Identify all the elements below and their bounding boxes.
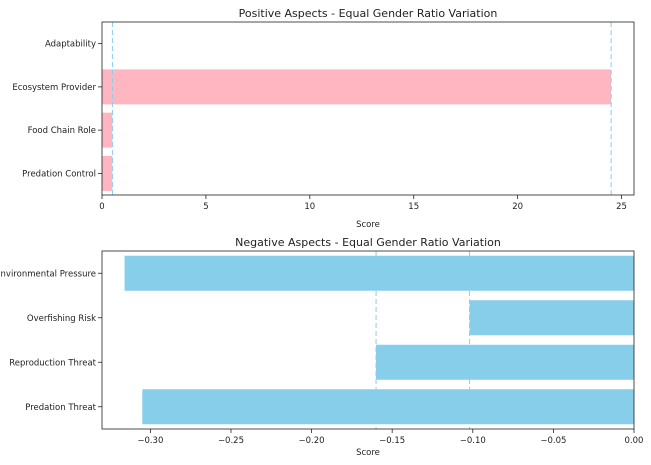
chart-title: Positive Aspects - Equal Gender Ratio Va… bbox=[239, 7, 498, 20]
x-tick-label: 25 bbox=[616, 202, 627, 212]
x-tick-label: −0.15 bbox=[379, 436, 405, 446]
bar bbox=[469, 300, 634, 336]
x-tick-label: −0.05 bbox=[540, 436, 566, 446]
x-tick-label: 5 bbox=[203, 202, 208, 212]
bar bbox=[102, 69, 612, 105]
x-tick-label: 15 bbox=[408, 202, 419, 212]
y-tick-label: Adaptability bbox=[45, 40, 96, 50]
x-axis: −0.30 −0.25 −0.20 −0.15 −0.10 −0.05 0.00 bbox=[137, 429, 643, 446]
plot-frame bbox=[101, 21, 635, 196]
plot-frame bbox=[101, 250, 635, 430]
x-tick-label: −0.25 bbox=[218, 436, 244, 446]
y-tick-label: Ecosystem Provider bbox=[12, 83, 96, 93]
chart-title: Negative Aspects - Equal Gender Ratio Va… bbox=[235, 236, 501, 249]
x-tick-label: −0.30 bbox=[137, 436, 163, 446]
y-tick-label: Environmental Pressure bbox=[0, 269, 96, 279]
y-tick-label: Overfishing Risk bbox=[27, 314, 96, 324]
x-tick-label: 20 bbox=[512, 202, 523, 212]
x-tick-label: −0.20 bbox=[299, 436, 325, 446]
x-axis-label: Score bbox=[356, 448, 380, 458]
x-tick-label: 0 bbox=[99, 202, 104, 212]
x-tick-label: 0.00 bbox=[625, 436, 644, 446]
bar bbox=[376, 344, 634, 380]
reference-lines bbox=[375, 251, 471, 429]
x-tick-label: −0.10 bbox=[460, 436, 486, 446]
y-tick-label: Predation Threat bbox=[25, 403, 96, 413]
bar bbox=[124, 255, 634, 291]
bar bbox=[142, 389, 634, 425]
x-axis-label: Score bbox=[356, 220, 380, 230]
y-axis: Predation Control Food Chain Role Ecosyste… bbox=[12, 40, 102, 179]
y-tick-label: Food Chain Role bbox=[28, 126, 96, 136]
x-tick-label: 10 bbox=[304, 202, 315, 212]
reference-lines bbox=[111, 22, 612, 195]
bar bbox=[102, 155, 113, 191]
x-axis: 0 5 10 15 20 25 bbox=[99, 195, 627, 212]
bars bbox=[102, 69, 612, 191]
y-axis: Predation Threat Reproduction Threat Overf… bbox=[0, 269, 102, 413]
bars bbox=[124, 255, 634, 425]
y-tick-label: Predation Control bbox=[22, 169, 96, 179]
y-tick-label: Reproduction Threat bbox=[9, 358, 96, 368]
bar bbox=[102, 112, 113, 148]
positive-aspects-chart: Positive Aspects - Equal Gender Ratio Va… bbox=[12, 7, 635, 230]
negative-aspects-chart: Negative Aspects - Equal Gender Ratio Va… bbox=[0, 236, 643, 458]
